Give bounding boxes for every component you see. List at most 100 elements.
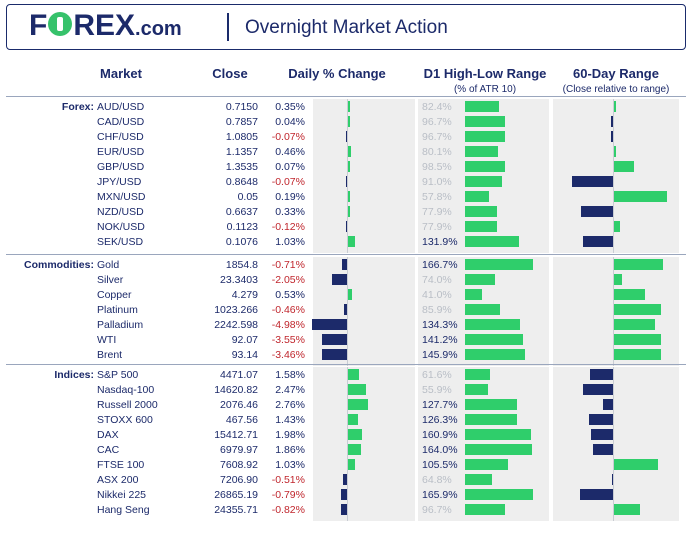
change-bar bbox=[348, 161, 350, 172]
range-label: 64.8% bbox=[422, 474, 452, 486]
change-bar bbox=[348, 369, 360, 380]
change-label: 0.53% bbox=[275, 289, 305, 301]
change-bar bbox=[322, 349, 347, 360]
range-bar bbox=[465, 504, 505, 515]
group-separator bbox=[6, 96, 686, 97]
change-label: 1.58% bbox=[275, 369, 305, 381]
close-value: 1.1357 bbox=[225, 146, 258, 158]
range-label: 131.9% bbox=[422, 236, 458, 248]
change-panel bbox=[313, 257, 415, 366]
change-bar bbox=[348, 399, 368, 410]
close-value: 4.279 bbox=[231, 289, 258, 301]
col-subheader-range: (% of ATR 10) bbox=[453, 84, 517, 95]
sixty-day-bar bbox=[614, 191, 667, 202]
sixty-panel bbox=[553, 367, 679, 521]
col-subheader-sixty: (Close relative to range) bbox=[562, 84, 670, 95]
change-bar bbox=[348, 206, 351, 217]
close-value: 1854.8 bbox=[225, 259, 258, 271]
close-value: 7608.92 bbox=[220, 459, 258, 471]
logo-letters: REX bbox=[73, 9, 136, 42]
range-label: 127.7% bbox=[422, 399, 458, 411]
market-name: NZD/USD bbox=[97, 206, 144, 218]
range-label: 85.9% bbox=[422, 304, 452, 316]
sixty-zero-line bbox=[613, 99, 614, 253]
range-label: 82.4% bbox=[422, 101, 452, 113]
col-header-change: Daily % Change bbox=[288, 66, 386, 81]
market-name: NOK/USD bbox=[97, 221, 145, 233]
close-value: 26865.19 bbox=[214, 489, 258, 501]
close-value: 7206.90 bbox=[220, 474, 258, 486]
change-bar bbox=[345, 176, 347, 187]
sixty-day-bar bbox=[614, 349, 662, 360]
range-label: 74.0% bbox=[422, 274, 452, 286]
close-value: 1023.266 bbox=[214, 304, 258, 316]
change-bar bbox=[348, 444, 362, 455]
change-label: 0.33% bbox=[275, 206, 305, 218]
market-name: Gold bbox=[97, 259, 120, 271]
group-separator bbox=[6, 254, 686, 255]
change-label: -0.82% bbox=[271, 504, 305, 516]
range-bar bbox=[465, 474, 492, 485]
change-bar bbox=[311, 319, 347, 330]
range-bar bbox=[465, 101, 499, 112]
change-label: -2.05% bbox=[271, 274, 305, 286]
market-name: SEK/USD bbox=[97, 236, 144, 248]
sixty-day-bar bbox=[590, 369, 613, 380]
range-bar bbox=[465, 274, 496, 285]
range-bar bbox=[465, 489, 534, 500]
close-value: 0.7150 bbox=[225, 101, 258, 113]
range-label: 126.3% bbox=[422, 414, 458, 426]
logo-coin-icon bbox=[48, 12, 73, 36]
close-value: 1.3535 bbox=[225, 161, 258, 173]
range-bar bbox=[465, 459, 509, 470]
market-name: CAD/USD bbox=[97, 116, 145, 128]
range-label: 77.9% bbox=[422, 206, 452, 218]
sixty-day-bar bbox=[611, 474, 613, 485]
sixty-day-bar bbox=[580, 489, 613, 500]
change-label: 1.03% bbox=[275, 459, 305, 471]
sixty-zero-line bbox=[613, 257, 614, 366]
range-bar bbox=[465, 319, 521, 330]
change-bar bbox=[345, 131, 347, 142]
change-label: 0.46% bbox=[275, 146, 305, 158]
market-name: Nasdaq-100 bbox=[97, 384, 155, 396]
col-header-range: D1 High-Low Range bbox=[423, 66, 547, 81]
change-bar bbox=[348, 146, 352, 157]
close-value: 2076.46 bbox=[220, 399, 258, 411]
change-label: -0.71% bbox=[271, 259, 305, 271]
logo-suffix: .com bbox=[135, 18, 182, 40]
logo-letter-f: F bbox=[29, 9, 48, 42]
range-bar bbox=[465, 146, 498, 157]
change-bar bbox=[343, 304, 347, 315]
market-name: GBP/USD bbox=[97, 161, 145, 173]
range-bar bbox=[465, 259, 534, 270]
range-label: 96.7% bbox=[422, 504, 452, 516]
close-value: 0.6637 bbox=[225, 206, 258, 218]
market-name: Copper bbox=[97, 289, 132, 301]
change-label: -3.55% bbox=[271, 334, 305, 346]
range-bar bbox=[465, 334, 523, 345]
sixty-day-bar bbox=[580, 206, 613, 217]
change-bar bbox=[343, 474, 347, 485]
change-label: -0.07% bbox=[271, 176, 305, 188]
range-label: 96.7% bbox=[422, 131, 452, 143]
close-value: 4471.07 bbox=[220, 369, 258, 381]
close-value: 467.56 bbox=[225, 414, 258, 426]
header-divider bbox=[227, 13, 229, 41]
market-name: ASX 200 bbox=[97, 474, 139, 486]
range-bar bbox=[465, 349, 525, 360]
sixty-day-bar bbox=[614, 101, 616, 112]
change-label: 1.03% bbox=[275, 236, 305, 248]
range-label: 91.0% bbox=[422, 176, 452, 188]
range-label: 145.9% bbox=[422, 349, 458, 361]
change-bar bbox=[348, 384, 366, 395]
market-name: Nikkei 225 bbox=[97, 489, 147, 501]
market-name: Platinum bbox=[97, 304, 138, 316]
forex-logo[interactable]: F REX.com bbox=[29, 11, 182, 44]
sixty-day-bar bbox=[614, 304, 662, 315]
close-value: 2242.598 bbox=[214, 319, 258, 331]
market-name: JPY/USD bbox=[97, 176, 142, 188]
sixty-day-bar bbox=[589, 414, 613, 425]
range-label: 105.5% bbox=[422, 459, 458, 471]
range-bar bbox=[465, 369, 491, 380]
